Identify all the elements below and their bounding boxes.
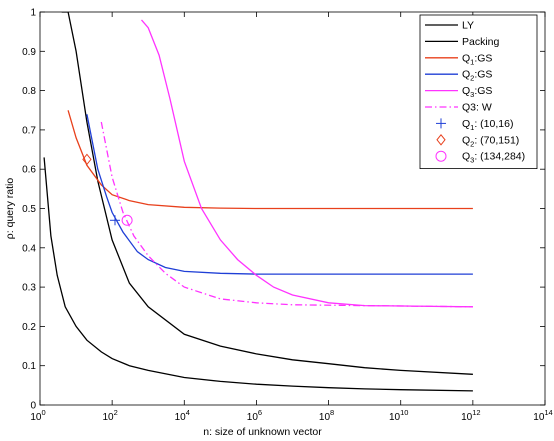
x-tick-label: 1012 <box>461 408 480 423</box>
series-line-4 <box>141 19 473 308</box>
legend-label-5: Q3: W <box>462 102 492 114</box>
x-tick-label: 104 <box>175 408 190 423</box>
legend-label-8: Q3: (134,284) <box>462 151 525 165</box>
legend-label-4: Q3:GS <box>462 85 492 99</box>
x-tick-label: 100 <box>30 408 45 423</box>
y-tick-label: 0.6 <box>22 165 36 176</box>
series-line-5 <box>100 121 473 308</box>
x-tick-label: 1014 <box>533 408 552 423</box>
legend-label-7: Q2: (70,151) <box>462 134 519 148</box>
x-axis-label: n: size of unknown vector <box>203 426 322 438</box>
y-tick-label: 0.7 <box>22 125 36 136</box>
legend-label-6: Q1: (10,16) <box>462 118 513 132</box>
y-tick-label: 0.8 <box>22 86 36 97</box>
point-marker-1 <box>82 153 92 166</box>
legend-swatch-8 <box>435 150 447 162</box>
y-tick-label: 1 <box>30 8 36 19</box>
y-tick-label: 0.5 <box>22 204 36 215</box>
series-line-2 <box>67 110 473 210</box>
x-tick-label: 1010 <box>389 408 408 423</box>
point-marker-0 <box>109 215 120 226</box>
point-marker-2 <box>121 214 133 226</box>
legend-label-2: Q1:GS <box>462 52 492 66</box>
legend-swatch-7 <box>436 133 446 146</box>
series-group <box>43 12 473 392</box>
legend-label-0: LY <box>462 20 474 32</box>
y-tick-label: 0.9 <box>22 47 36 58</box>
x-tick-label: 106 <box>247 408 262 423</box>
y-tick-label: 0 <box>30 401 36 412</box>
x-tick-label: 102 <box>102 408 117 423</box>
y-tick-label: 0.1 <box>22 361 36 372</box>
legend-label-3: Q2:GS <box>462 69 492 83</box>
legend-swatch-6 <box>436 118 446 129</box>
y-axis-label: ρ: query ratio <box>4 178 16 240</box>
series-line-3 <box>86 114 473 275</box>
y-tick-label: 0.3 <box>22 283 36 294</box>
series-line-1 <box>43 157 473 392</box>
y-tick-label: 0.4 <box>22 243 36 254</box>
x-tick-label: 108 <box>319 408 334 423</box>
legend-label-1: Packing <box>462 36 500 48</box>
y-tick-label: 0.2 <box>22 322 36 333</box>
series-line-0 <box>61 12 473 375</box>
